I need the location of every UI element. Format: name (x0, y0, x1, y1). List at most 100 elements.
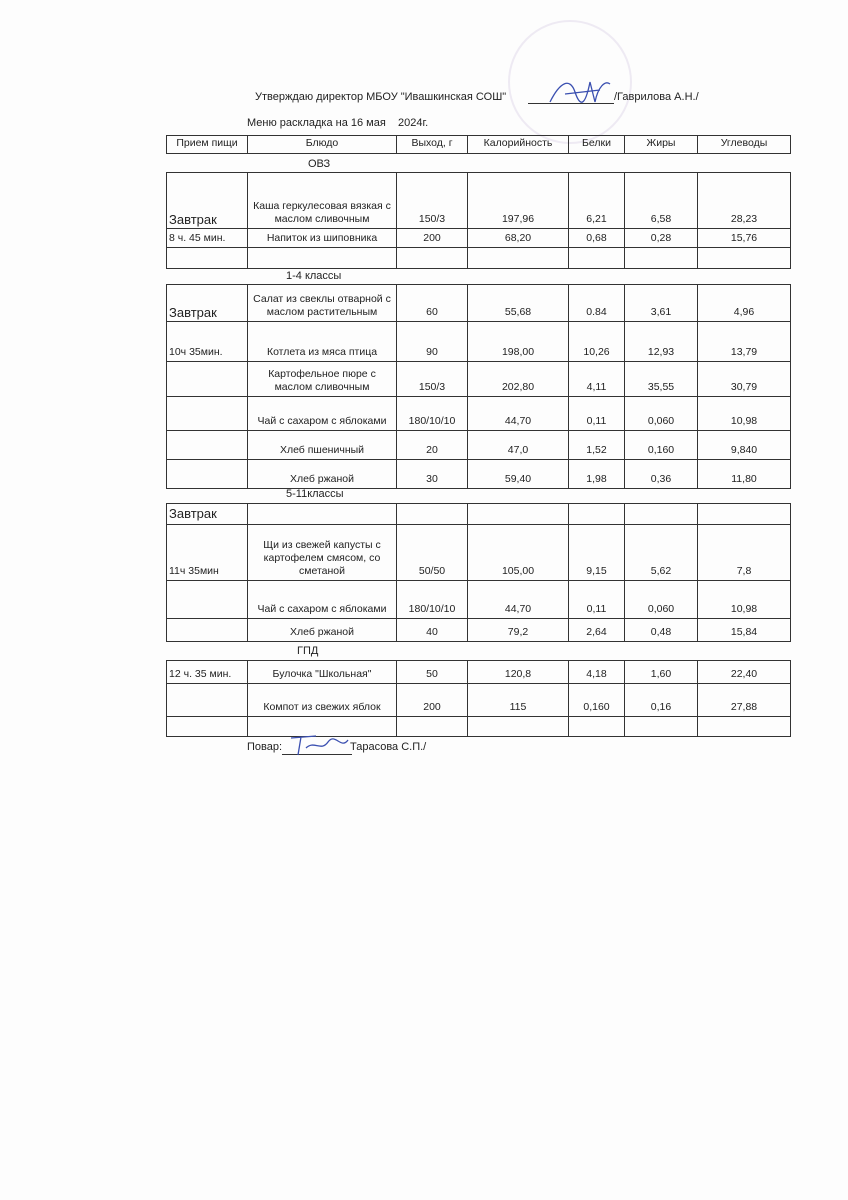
cell-fats: 12,93 (624, 321, 698, 362)
cell-calories: 55,68 (467, 284, 569, 322)
table-row: Чай с сахаром с яблоками 180/10/10 44,70 0,… (166, 396, 791, 431)
cell-carbs: 9,840 (697, 430, 791, 460)
cell-carbs: 22,40 (697, 660, 791, 684)
cell-dish: Картофельное пюре с маслом сливочным (247, 361, 397, 397)
cell-meal-time: 8 ч. 45 мин. (166, 228, 248, 248)
cell-dish: Булочка "Школьная" (247, 660, 397, 684)
cell-dish: Напиток из шиповника (247, 228, 397, 248)
cell-carbs: 28,23 (697, 172, 791, 229)
cell-proteins: 0,160 (568, 683, 625, 717)
column-header-dish: Блюдо (247, 135, 397, 154)
cell-meal-time: Завтрак (166, 503, 248, 525)
cell-dish: Щи из свежей капусты с картофелем смясом… (247, 524, 397, 581)
menu-title: Меню раскладка на 16 мая 2024г. (247, 117, 429, 129)
cell-proteins: 0,68 (568, 228, 625, 248)
cell-proteins: 2,64 (568, 618, 625, 642)
cell-calories (467, 716, 569, 737)
cell-fats: 0,16 (624, 683, 698, 717)
cell-yield: 30 (396, 459, 468, 489)
cell-proteins (568, 503, 625, 525)
table-row: Компот из свежих яблок 200 115 0,160 0,16 27,… (166, 683, 791, 717)
cell-yield: 200 (396, 683, 468, 717)
cell-calories: 47,0 (467, 430, 569, 460)
cell-carbs: 4,96 (697, 284, 791, 322)
cell-carbs: 30,79 (697, 361, 791, 397)
cell-calories: 44,70 (467, 580, 569, 619)
cell-calories (467, 503, 569, 525)
column-header-fats: Жиры (624, 135, 698, 154)
column-header-calories: Калорийность (467, 135, 569, 154)
cell-meal-time (166, 247, 248, 269)
cell-carbs (697, 716, 791, 737)
cell-carbs (697, 247, 791, 269)
cell-yield: 150/3 (396, 172, 468, 229)
cell-meal-time: 12 ч. 35 мин. (166, 660, 248, 684)
header-row: Прием пищи Блюдо Выход, г Калорийность Белки… (166, 135, 791, 154)
section-label-ovz: ОВЗ (308, 158, 331, 170)
cell-dish (247, 247, 397, 269)
cell-fats: 0,36 (624, 459, 698, 489)
cell-dish: Каша геркулесовая вязкая с маслом сливоч… (247, 172, 397, 229)
menu-table-5-11: Завтрак 11ч 35мин Щи из свежей капусты с к… (166, 503, 791, 642)
cell-meal-time (166, 361, 248, 397)
cell-proteins: 0.84 (568, 284, 625, 322)
cell-carbs: 10,98 (697, 580, 791, 619)
cell-carbs (697, 503, 791, 525)
cell-fats (624, 247, 698, 269)
cell-proteins (568, 247, 625, 269)
table-row: Завтрак Салат из свеклы отварной с маслом… (166, 284, 791, 322)
cell-fats: 0,060 (624, 580, 698, 619)
table-row: 11ч 35мин Щи из свежей капусты с картофел… (166, 524, 791, 581)
cell-yield: 90 (396, 321, 468, 362)
cell-yield: 20 (396, 430, 468, 460)
menu-table-1-4: Завтрак Салат из свеклы отварной с маслом… (166, 284, 791, 489)
cell-proteins: 1,52 (568, 430, 625, 460)
column-header-table: Прием пищи Блюдо Выход, г Калорийность Белки… (166, 135, 791, 154)
cell-carbs: 7,8 (697, 524, 791, 581)
cell-dish: Котлета из мяса птица (247, 321, 397, 362)
cell-yield (396, 247, 468, 269)
cell-meal-time (166, 716, 248, 737)
table-row: 12 ч. 35 мин. Булочка "Школьная" 50 120,8 4,… (166, 660, 791, 684)
table-row: 10ч 35мин. Котлета из мяса птица 90 198,00 1… (166, 321, 791, 362)
cell-yield: 50/50 (396, 524, 468, 581)
cell-fats: 0,48 (624, 618, 698, 642)
cell-fats: 1,60 (624, 660, 698, 684)
column-header-proteins: Белки (568, 135, 625, 154)
director-signature (549, 81, 611, 103)
cell-meal-time: 10ч 35мин. (166, 321, 248, 362)
cell-calories: 115 (467, 683, 569, 717)
cell-meal-time (166, 396, 248, 431)
cell-yield: 180/10/10 (396, 396, 468, 431)
cell-yield: 60 (396, 284, 468, 322)
table-row: Хлеб ржаной 40 79,2 2,64 0,48 15,84 (166, 618, 791, 642)
cell-proteins: 9,15 (568, 524, 625, 581)
cook-signature (290, 735, 349, 756)
cell-yield (396, 716, 468, 737)
cell-calories: 120,8 (467, 660, 569, 684)
cell-proteins: 0,11 (568, 396, 625, 431)
cell-calories (467, 247, 569, 269)
cell-calories: 198,00 (467, 321, 569, 362)
cell-fats (624, 716, 698, 737)
cell-carbs: 27,88 (697, 683, 791, 717)
cell-dish: Салат из свеклы отварной с маслом растит… (247, 284, 397, 322)
table-row: Завтрак Каша геркулесовая вязкая с маслом… (166, 172, 791, 229)
director-name: /Гаврилова А.Н./ (614, 91, 699, 103)
cook-signature-line (282, 754, 352, 755)
cell-calories: 68,20 (467, 228, 569, 248)
cell-fats: 0,28 (624, 228, 698, 248)
cell-dish (247, 503, 397, 525)
cell-calories: 197,96 (467, 172, 569, 229)
section-label-gpd: ГПД (297, 645, 319, 657)
cell-yield: 180/10/10 (396, 580, 468, 619)
menu-table-ovz: Завтрак Каша геркулесовая вязкая с маслом… (166, 172, 791, 269)
cell-meal-time (166, 430, 248, 460)
cell-fats (624, 503, 698, 525)
cell-fats: 3,61 (624, 284, 698, 322)
cell-fats: 0,060 (624, 396, 698, 431)
table-row: Хлеб пшеничный 20 47,0 1,52 0,160 9,840 (166, 430, 791, 460)
cell-meal-time: Завтрак (166, 284, 248, 322)
cell-dish: Чай с сахаром с яблоками (247, 396, 397, 431)
